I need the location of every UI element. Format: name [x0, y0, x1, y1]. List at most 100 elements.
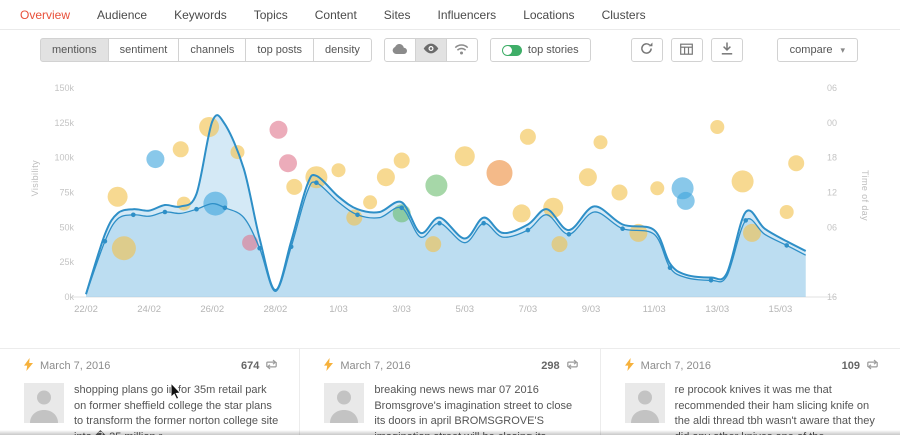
story-bubble[interactable]: [578, 168, 597, 187]
story-card[interactable]: March 7, 2016 674 shopping plans go in for…: [0, 349, 299, 435]
nav-tab-clusters[interactable]: Clusters: [601, 7, 646, 22]
story-bubble[interactable]: [425, 174, 448, 197]
line-marker: [194, 206, 199, 212]
retweet-icon: [264, 359, 279, 373]
story-bubble[interactable]: [676, 191, 695, 210]
story-bubble[interactable]: [331, 163, 346, 178]
bolt-icon: [324, 358, 334, 374]
story-bubble[interactable]: [486, 160, 513, 186]
story-bubble[interactable]: [788, 155, 805, 172]
x-tick-label: 15/03: [769, 304, 793, 315]
nav-tab-influencers[interactable]: Influencers: [437, 7, 497, 22]
cloud-button[interactable]: [383, 38, 416, 62]
story-bubble[interactable]: [779, 205, 794, 219]
line-marker: [162, 209, 168, 215]
story-bubble[interactable]: [593, 135, 608, 150]
story-bubble[interactable]: [279, 154, 297, 173]
signal-button[interactable]: [445, 38, 478, 62]
story-bubble[interactable]: [242, 234, 259, 251]
y-left-tick-label: 25k: [59, 257, 74, 267]
compare-dropdown[interactable]: compare: [776, 38, 858, 62]
view-button-top-posts[interactable]: top posts: [245, 38, 315, 62]
story-bubble[interactable]: [425, 236, 442, 253]
retweet-icon: [565, 359, 580, 373]
view-button-channels[interactable]: channels: [178, 38, 247, 62]
nav-tab-audience[interactable]: Audience: [97, 7, 148, 22]
story-bubble[interactable]: [731, 170, 754, 193]
nav-tab-topics[interactable]: Topics: [253, 7, 288, 22]
story-bubble[interactable]: [199, 117, 220, 137]
line-marker: [222, 205, 228, 211]
line-marker: [525, 227, 531, 233]
x-tick-label: 22/02: [74, 304, 98, 315]
top-stories-toggle[interactable]: top stories: [489, 38, 591, 62]
y-left-tick-label: 125k: [54, 118, 74, 128]
story-bubble[interactable]: [146, 150, 165, 169]
refresh-button[interactable]: [630, 38, 663, 62]
line-marker: [314, 180, 319, 185]
story-bubble[interactable]: [710, 120, 725, 134]
x-tick-label: 9/03: [582, 304, 601, 315]
download-icon: [721, 42, 733, 58]
story-card[interactable]: March 7, 2016 298 breaking news news mar 0…: [299, 349, 599, 435]
story-text: shopping plans go in for 35m retail park…: [74, 384, 279, 435]
story-header: March 7, 2016 109: [624, 358, 880, 374]
x-tick-label: 5/03: [456, 304, 475, 315]
story-bubble[interactable]: [393, 152, 410, 169]
story-body: shopping plans go in for 35m retail park…: [24, 383, 279, 435]
x-tick-label: 28/02: [264, 304, 288, 315]
signal-icon: [454, 43, 469, 58]
story-bubble[interactable]: [286, 178, 303, 195]
calendar-icon: [680, 43, 694, 58]
story-bubble[interactable]: [629, 223, 648, 242]
nav-tab-locations[interactable]: Locations: [523, 7, 575, 22]
mentions-chart[interactable]: 22/02 24/02 26/02 28/02 1/03 3/03 5/03 7/03 9/03…: [0, 70, 900, 348]
story-bubble[interactable]: [551, 236, 568, 253]
x-tick-label: 7/03: [519, 304, 538, 315]
calendar-button[interactable]: [670, 38, 703, 62]
story-bubble[interactable]: [454, 146, 475, 167]
story-bubble[interactable]: [743, 223, 761, 242]
story-bubble[interactable]: [269, 120, 288, 139]
story-bubble[interactable]: [111, 236, 136, 261]
view-button-sentiment[interactable]: sentiment: [107, 38, 180, 62]
area-visibility: [86, 115, 806, 297]
story-header: March 7, 2016 674: [24, 358, 279, 374]
x-tick-label: 13/03: [705, 304, 729, 315]
bolt-icon: [624, 358, 634, 374]
view-button-density[interactable]: density: [313, 38, 372, 62]
avatar: [624, 383, 665, 423]
story-retweet-count: 298: [541, 359, 579, 373]
avatar: [24, 383, 64, 423]
story-bubble[interactable]: [376, 168, 395, 187]
story-bubble[interactable]: [346, 209, 363, 226]
y-right-tick-label: 00: [827, 118, 837, 128]
story-card[interactable]: March 7, 2016 109 re procook knives it was…: [599, 349, 900, 435]
retweet-count-value: 109: [841, 360, 860, 372]
story-bubble[interactable]: [519, 128, 536, 145]
view-button-mentions[interactable]: mentions: [40, 38, 109, 62]
story-bubble[interactable]: [107, 186, 128, 207]
eye-button[interactable]: [414, 38, 447, 62]
nav-tab-keywords[interactable]: Keywords: [174, 7, 227, 22]
story-bubble[interactable]: [611, 184, 628, 201]
nav-tab-content[interactable]: Content: [314, 7, 357, 22]
line-marker: [288, 244, 294, 250]
story-bubble[interactable]: [363, 195, 378, 210]
line-marker: [566, 232, 572, 237]
story-bubble[interactable]: [172, 141, 189, 158]
download-button[interactable]: [710, 38, 743, 62]
line-marker: [620, 226, 625, 231]
nav-tab-sites[interactable]: Sites: [383, 7, 411, 22]
retweet-icon: [865, 359, 880, 373]
bolt-icon: [24, 358, 33, 374]
story-bubble[interactable]: [650, 181, 665, 196]
story-body: re procook knives it was me that recomme…: [624, 383, 880, 435]
chart-area: Visibility 22/02 24/02 26/02 28/02 1/03 3/03 5…: [0, 70, 900, 348]
y-left-tick-label: 100k: [54, 153, 74, 163]
story-text: breaking news news mar 07 2016 Bromsgrov…: [374, 384, 573, 435]
nav-tab-overview[interactable]: Overview: [20, 7, 71, 22]
story-bubble[interactable]: [512, 204, 531, 223]
story-bubble[interactable]: [543, 197, 564, 218]
line-marker: [131, 212, 136, 218]
